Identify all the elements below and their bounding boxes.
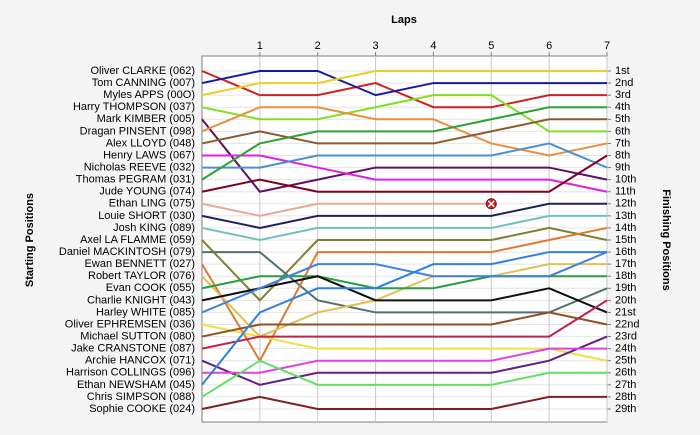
y-tick-label: 5th (615, 113, 630, 125)
driver-label: Oliver EPHREMSEN (036) (65, 318, 195, 330)
driver-line (201, 226, 608, 302)
driver-line (201, 275, 608, 314)
driver-line (201, 335, 608, 386)
driver-label: Sophie COOKE (024) (89, 403, 195, 415)
driver-label: Evan COOK (055) (106, 282, 195, 294)
y-tick-label: 22nd (615, 318, 639, 330)
driver-label: Axel LA FLAMME (059) (80, 234, 195, 246)
x-tick-label: 3 (373, 40, 379, 52)
y-tick-label: 2nd (615, 77, 633, 89)
y-tick-label: 4th (615, 101, 630, 113)
y-tick-label: 7th (615, 137, 630, 149)
driver-label: Daniel MACKINTOSH (079) (59, 246, 195, 258)
y-tick-label: 23rd (615, 330, 637, 342)
driver-line (201, 311, 608, 338)
driver-label: Harrison COLLINGS (096) (66, 367, 195, 379)
driver-line (201, 106, 608, 157)
y-tick-label: 13th (615, 210, 636, 222)
driver-label: Harley WHITE (085) (96, 306, 195, 318)
y-tick-label: 10th (615, 174, 636, 186)
driver-label: Charlie KNIGHT (043) (87, 294, 195, 306)
driver-line (201, 106, 607, 181)
driver-label: Jude YOUNG (074) (99, 186, 195, 198)
y-axis-title: Starting Positions (24, 193, 36, 287)
driver-label: Myles APPS (00O) (103, 89, 195, 101)
y-tick-label: 26th (615, 367, 636, 379)
driver-label: Robert TAYLOR (076) (88, 270, 195, 282)
driver-line (201, 202, 607, 229)
y-tick-label: 1st (615, 65, 630, 77)
driver-line (201, 395, 607, 410)
driver-label: Ewan BENNETT (027) (85, 258, 195, 270)
driver-line (201, 299, 608, 350)
x-tick-label: 2 (315, 40, 321, 52)
y-tick-label: 28th (615, 391, 636, 403)
x-tick-label: 6 (546, 40, 552, 52)
driver-line (202, 142, 608, 169)
y-tick-label: 25th (615, 355, 636, 367)
retired-cross (487, 200, 495, 208)
y-tick-label: 6th (615, 125, 630, 137)
driver-line (202, 347, 607, 374)
y-tick-label: 18th (615, 270, 636, 282)
driver-label: Oliver CLARKE (062) (90, 65, 195, 77)
y-tick-label: 21st (615, 306, 636, 318)
y-tick-label: 20th (615, 294, 636, 306)
y-tick-label: 16th (615, 246, 636, 258)
driver-line (201, 118, 607, 145)
driver-line (201, 70, 607, 97)
driver-line (201, 118, 608, 193)
driver-label: Jake CRANSTONE (087) (71, 343, 195, 355)
y2-axis-title: Finishing Positions (660, 189, 672, 290)
driver-line (201, 202, 492, 217)
driver-label: Tom CANNING (007) (92, 77, 195, 89)
y-tick-label: 19th (615, 282, 636, 294)
driver-label: Dragan PINSENT (098) (80, 125, 195, 137)
x-tick-label: 1 (257, 40, 263, 52)
y-tick-label: 15th (615, 234, 636, 246)
y-tick-label: 14th (615, 222, 636, 234)
driver-label: Archie HANCOX (071) (85, 355, 195, 367)
x-tick-label: 4 (430, 40, 436, 52)
driver-line (201, 226, 608, 363)
y-tick-label: 3rd (615, 89, 631, 101)
driver-label: Michael SUTTON (080) (80, 330, 195, 342)
driver-label: Ethan LING (075) (109, 198, 195, 210)
driver-line (201, 323, 608, 362)
driver-label: Mark KIMBER (005) (97, 113, 195, 125)
driver-label: Alex LLOYD (048) (106, 137, 195, 149)
x-tick-label: 5 (488, 40, 494, 52)
y-tick-label: 29th (615, 403, 636, 415)
driver-line (201, 70, 607, 109)
driver-line (201, 359, 607, 398)
driver-line (201, 154, 608, 193)
y-tick-label: 11th (615, 186, 636, 198)
driver-line (201, 251, 607, 386)
driver-line (202, 154, 608, 193)
x-axis-title: Laps (391, 14, 417, 26)
driver-label: Henry LAWS (067) (103, 149, 195, 161)
driver-line (202, 251, 608, 314)
driver-line (201, 94, 607, 133)
driver-label: Thomas PEGRAM (031) (76, 174, 195, 186)
y-tick-label: 27th (615, 379, 636, 391)
y-tick-label: 17th (615, 258, 636, 270)
y-tick-label: 24th (615, 343, 636, 355)
driver-label: Josh KING (089) (113, 222, 195, 234)
y-tick-label: 12th (615, 198, 636, 210)
y-tick-label: 8th (615, 149, 630, 161)
driver-label: Harry THOMPSON (037) (73, 101, 195, 113)
driver-label: Nicholas REEVE (032) (84, 161, 195, 173)
driver-label: Ethan NEWSHAM (045) (77, 379, 195, 391)
y-tick-label: 9th (615, 161, 630, 173)
driver-label: Chris SIMPSON (088) (87, 391, 195, 403)
driver-line (201, 70, 607, 97)
driver-label: Louie SHORT (030) (98, 210, 195, 222)
driver-line (201, 214, 607, 242)
driver-line (201, 251, 608, 314)
x-tick-label: 7 (604, 40, 610, 52)
